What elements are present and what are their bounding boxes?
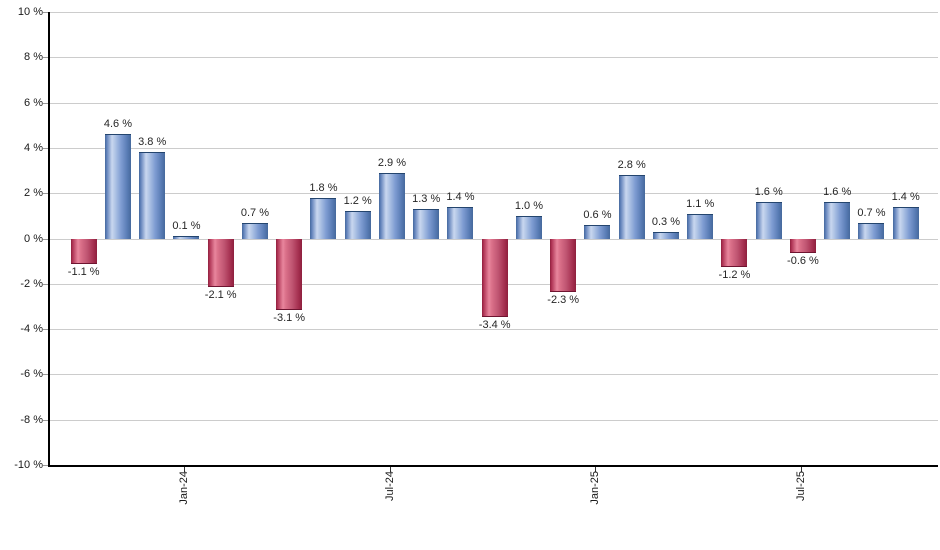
- bar-month-11: [413, 209, 440, 240]
- bar-value-label: -1.2 %: [718, 268, 751, 281]
- y-axis-tick: [43, 147, 48, 149]
- y-axis-tick: [43, 193, 48, 195]
- bar-month-8: [310, 197, 337, 240]
- bar-value-label: 1.4 %: [446, 190, 475, 203]
- y-axis-tick-label: -2 %: [20, 277, 43, 290]
- bar-month-9: [344, 211, 371, 240]
- bar-month-2: [104, 134, 131, 240]
- x-axis-tick-label: Jul-24: [383, 471, 396, 501]
- bar-month-21: [755, 202, 782, 240]
- bar-value-label: -3.1 %: [273, 311, 306, 324]
- bar-month-3: [139, 152, 166, 240]
- bar-value-label: 3.8 %: [138, 136, 167, 149]
- bar-value-label: 1.0 %: [514, 199, 544, 212]
- bar-month-13: [481, 238, 508, 317]
- y-axis-tick: [43, 329, 48, 331]
- y-axis-tick-label: 2 %: [24, 187, 43, 200]
- gridline: [50, 12, 938, 13]
- bar-value-label: 0.3 %: [651, 215, 681, 228]
- y-axis-tick: [43, 57, 48, 59]
- bar-month-18: [652, 231, 679, 240]
- x-axis-tick-label: Jul-25: [794, 471, 807, 501]
- y-axis-tick-label: -6 %: [20, 368, 43, 381]
- gridline: [50, 193, 938, 195]
- y-axis-tick: [43, 374, 48, 376]
- bar-value-label: 4.6 %: [103, 118, 133, 131]
- y-axis-tick-label: -4 %: [20, 323, 43, 336]
- y-axis-tick: [43, 12, 48, 13]
- x-axis-tick: [184, 467, 186, 472]
- bar-month-10: [378, 172, 405, 240]
- bar-value-label: 2.8 %: [617, 159, 646, 172]
- x-axis-tick: [595, 467, 597, 472]
- bar-value-label: -0.6 %: [787, 255, 819, 268]
- gridline: [50, 147, 938, 149]
- plot-area: -1.1 % 4.6 % 3.8 % 0.1 % -2.1 % 0.7 % -3.1 % 1.…: [48, 12, 938, 467]
- bar-month-20: [721, 238, 748, 267]
- bar-value-label: 2.9 %: [377, 156, 407, 169]
- y-axis-tick-label: 10 %: [17, 6, 43, 18]
- bar-value-label: 0.6 %: [583, 208, 612, 221]
- y-axis-tick: [43, 102, 48, 104]
- bar-value-label: 0.1 %: [172, 220, 201, 233]
- bar-month-5: [207, 238, 234, 288]
- bar-value-label: -2.1 %: [204, 289, 237, 302]
- bar-value-label: 1.2 %: [343, 195, 372, 208]
- bar-value-label: 1.4 %: [891, 190, 920, 203]
- bar-value-label: 1.6 %: [754, 186, 783, 199]
- y-axis-tick-label: 6 %: [24, 96, 43, 109]
- bar-value-label: -3.4 %: [478, 318, 511, 331]
- x-axis-tick-label: Jan-24: [178, 471, 191, 505]
- bar-month-15: [550, 238, 577, 292]
- y-axis-tick-label: 4 %: [24, 141, 43, 154]
- bar-value-label: 1.6 %: [823, 186, 852, 199]
- gridline: [50, 374, 938, 376]
- bar-month-25: [892, 206, 919, 240]
- x-axis-tick: [389, 467, 391, 472]
- y-axis-tick-label: 8 %: [24, 51, 43, 64]
- bar-value-label: 0.7 %: [240, 206, 270, 219]
- y-axis-tick-label: -10 %: [14, 459, 43, 471]
- bar-month-24: [858, 222, 885, 240]
- bar-month-7: [276, 238, 303, 310]
- bar-value-label: 0.7 %: [857, 206, 886, 219]
- gridline: [50, 329, 938, 331]
- y-axis-tick-label: -8 %: [20, 413, 43, 426]
- gridline: [50, 57, 938, 59]
- y-axis-tick-label: 0 %: [24, 232, 43, 245]
- bar-month-22: [789, 238, 816, 254]
- bar-value-label: 1.3 %: [412, 193, 441, 206]
- bar-month-17: [618, 175, 645, 240]
- bar-month-14: [515, 215, 542, 240]
- bar-value-label: -2.3 %: [547, 293, 580, 306]
- y-axis-tick: [43, 238, 48, 240]
- y-axis-tick: [43, 465, 48, 466]
- bar-month-4: [173, 236, 200, 240]
- bar-month-6: [241, 222, 268, 240]
- bar-month-12: [447, 206, 474, 240]
- gridline: [50, 102, 938, 104]
- x-axis-tick: [800, 467, 802, 472]
- bar-value-label: 1.1 %: [686, 197, 715, 210]
- bar-month-23: [824, 202, 851, 240]
- x-axis-tick-label: Jan-25: [589, 471, 602, 505]
- bar-value-label: -1.1 %: [67, 266, 100, 279]
- gridline: [50, 419, 938, 421]
- y-axis-tick: [43, 283, 48, 285]
- bar-month-16: [584, 224, 611, 240]
- bar-month-1: [70, 238, 97, 265]
- bar-value-label: 1.8 %: [309, 181, 338, 194]
- bar-month-19: [687, 213, 714, 240]
- y-axis-tick: [43, 419, 48, 421]
